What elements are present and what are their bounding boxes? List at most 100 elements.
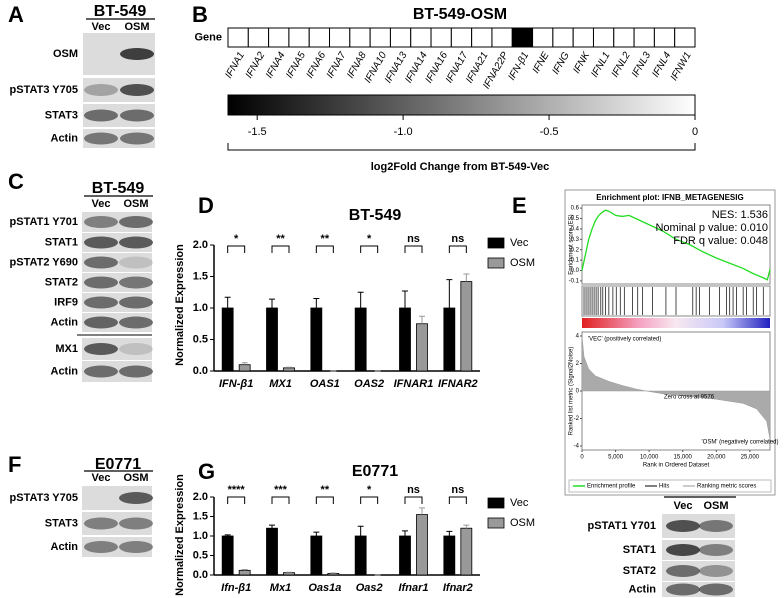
x-tick-label: MX1 bbox=[269, 378, 292, 390]
significance-label: * bbox=[234, 233, 239, 245]
metric-tick-label: -2 bbox=[574, 416, 580, 422]
metric-tick-label: -4 bbox=[574, 444, 580, 450]
heatmap-cell bbox=[592, 27, 615, 48]
heatmap-cell bbox=[430, 27, 452, 48]
y-tick-label: 0.0 bbox=[193, 569, 208, 581]
blot-band bbox=[84, 365, 118, 378]
significance-bracket bbox=[315, 496, 334, 504]
significance-bracket bbox=[360, 245, 379, 253]
significance-label: ns bbox=[407, 233, 420, 245]
row-label: STAT3 bbox=[45, 517, 78, 529]
y-tick-label: 2.0 bbox=[193, 239, 208, 251]
colorbar-tick-label: -1.0 bbox=[394, 126, 413, 138]
significance-label: ** bbox=[321, 484, 330, 496]
significance-bracket bbox=[448, 496, 467, 504]
bar bbox=[416, 323, 428, 372]
blot-band bbox=[119, 517, 153, 530]
row-label: pSTAT3 Y705 bbox=[10, 492, 78, 504]
blot-band bbox=[699, 544, 733, 556]
error-bar bbox=[269, 524, 275, 529]
blot-band bbox=[699, 520, 733, 532]
stat-label: FDR q value: 0.048 bbox=[673, 235, 768, 247]
bar bbox=[399, 535, 411, 576]
legend-label: Ranking metric scores bbox=[697, 484, 756, 490]
bar bbox=[238, 569, 251, 576]
x-tick-label: 0 bbox=[580, 455, 584, 461]
gene-label: IFNE bbox=[531, 50, 552, 76]
blot-band bbox=[84, 276, 118, 289]
row-label: Gene bbox=[194, 31, 222, 43]
y-axis-label: Enrichment score (ES) bbox=[569, 214, 575, 274]
blot-title: BT-549 bbox=[92, 180, 145, 197]
row-label: STAT1 bbox=[623, 544, 656, 556]
error-bar bbox=[224, 534, 231, 536]
error-bar bbox=[224, 296, 231, 308]
blot-band bbox=[119, 276, 153, 289]
chart-title: Enrichment plot: IFNB_METAGENESIG bbox=[596, 193, 743, 202]
blot-band bbox=[84, 517, 118, 530]
legend-label: Enrichment profile bbox=[587, 484, 636, 490]
blot-band bbox=[699, 565, 733, 577]
row-label: IRF9 bbox=[54, 296, 78, 308]
blot-band bbox=[119, 316, 153, 329]
significance-bracket bbox=[271, 496, 290, 504]
lane-label: Vec bbox=[674, 500, 693, 512]
significance-bracket bbox=[227, 496, 246, 504]
error-bar bbox=[446, 530, 453, 536]
bar bbox=[416, 514, 428, 576]
legend-swatch bbox=[487, 237, 505, 249]
error-bar bbox=[313, 531, 320, 536]
heatmap-cell bbox=[552, 27, 574, 48]
x-tick-label: 15,000 bbox=[674, 455, 693, 461]
blot-band bbox=[120, 132, 154, 145]
metric-tick-label: 4 bbox=[576, 334, 580, 340]
blot-band bbox=[120, 84, 154, 96]
metric-area bbox=[581, 335, 771, 440]
x-tick-label: 20,000 bbox=[707, 455, 726, 461]
x-tick-label: 10,000 bbox=[640, 455, 659, 461]
y-tick-label: 0.4 bbox=[571, 226, 580, 232]
colorbar-tick-label: -1.5 bbox=[248, 126, 267, 138]
error-bar bbox=[402, 530, 408, 536]
blot-band bbox=[84, 343, 118, 355]
lane-label: OSM bbox=[123, 198, 148, 210]
blot-band bbox=[120, 109, 154, 122]
legend-label: Vec bbox=[510, 237, 529, 249]
significance-label: * bbox=[367, 484, 372, 496]
y-tick-label: 0.0 bbox=[193, 365, 208, 377]
significance-label: **** bbox=[228, 484, 246, 496]
x-tick-label: Oas2 bbox=[356, 582, 383, 594]
chart-title: BT-549-OSM bbox=[413, 6, 507, 23]
chart-title: BT-549 bbox=[349, 207, 402, 224]
error-bar bbox=[286, 366, 292, 368]
y-tick-label: 0.2 bbox=[571, 247, 580, 253]
significance-bracket bbox=[315, 245, 334, 253]
colorbar bbox=[227, 94, 696, 116]
lane-label: Vec bbox=[92, 198, 111, 210]
x-tick-label: IFNAR2 bbox=[438, 378, 478, 390]
significance-bracket bbox=[227, 245, 246, 253]
heatmap-cell bbox=[511, 27, 534, 48]
row-label: MX1 bbox=[55, 343, 78, 355]
blot-title: BT-549 bbox=[94, 3, 147, 20]
heatmap-cell bbox=[288, 27, 310, 48]
bar bbox=[266, 527, 278, 576]
x-tick-label: Mx1 bbox=[270, 582, 291, 594]
y-tick-label: 0.5 bbox=[193, 549, 208, 561]
blot-band bbox=[666, 583, 700, 596]
error-bar bbox=[241, 569, 248, 571]
gene-label: IFN-β1 bbox=[506, 50, 531, 82]
legend-label: OSM bbox=[510, 517, 535, 529]
stat-label: NES: 1.536 bbox=[712, 209, 768, 221]
bar bbox=[283, 572, 295, 576]
heatmap-cell bbox=[308, 27, 331, 48]
heatmap-cell bbox=[389, 27, 412, 48]
panel-letter: G bbox=[198, 459, 215, 484]
panel-letter: C bbox=[8, 169, 24, 194]
blot-band bbox=[119, 236, 153, 249]
heatmap-cell bbox=[613, 27, 635, 48]
heatmap-cell bbox=[633, 27, 655, 48]
chart-title: E0771 bbox=[352, 463, 398, 480]
y-tick-label: 0.6 bbox=[571, 206, 580, 212]
y-tick-label: 2.0 bbox=[193, 491, 208, 503]
